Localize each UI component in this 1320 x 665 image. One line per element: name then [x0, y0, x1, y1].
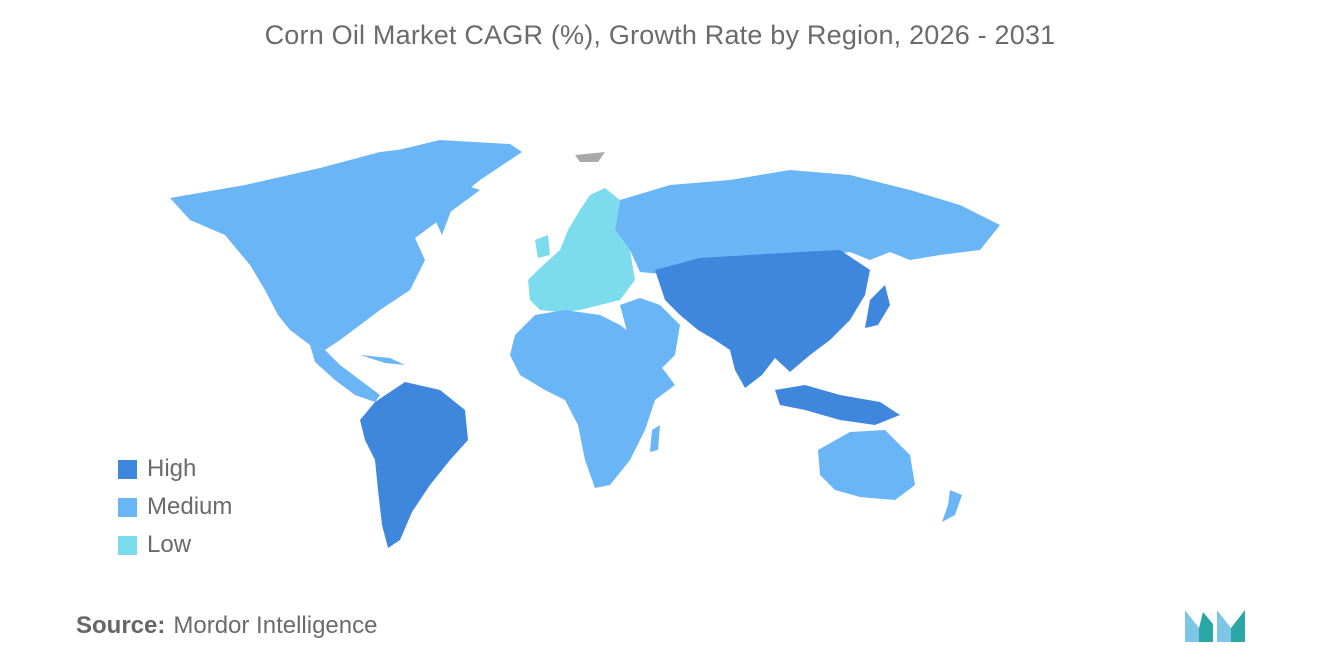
region-north-america — [170, 145, 480, 350]
legend-swatch-high — [118, 459, 137, 479]
region-australia — [818, 430, 915, 500]
region-southeast-asia — [775, 385, 900, 425]
region-asia — [655, 250, 870, 388]
source-label: Source: — [76, 612, 166, 639]
region-russia — [615, 170, 1000, 275]
world-map — [170, 140, 1000, 548]
legend-label-medium: Medium — [147, 493, 233, 520]
region-middle-east — [620, 298, 680, 370]
legend-item-medium: Medium — [118, 488, 232, 526]
source-value: Mordor Intelligence — [173, 612, 378, 639]
legend-swatch-low — [118, 535, 137, 555]
legend-item-low: Low — [118, 526, 232, 564]
legend-label-high: High — [147, 455, 197, 482]
region-madagascar — [650, 425, 660, 452]
legend: High Medium Low — [118, 450, 232, 564]
region-europe — [528, 188, 635, 312]
legend-item-high: High — [118, 450, 232, 488]
region-japan — [865, 285, 890, 328]
mordor-logo-icon — [1185, 610, 1245, 642]
chart-title: Corn Oil Market CAGR (%), Growth Rate by… — [264, 20, 1056, 50]
region-uk — [535, 235, 550, 258]
region-svalbard — [575, 152, 605, 162]
region-greenland — [390, 140, 522, 235]
region-central-america — [310, 345, 380, 402]
region-new-zealand — [942, 490, 962, 522]
region-south-america — [360, 382, 468, 548]
source-line: Source: Mordor Intelligence — [76, 612, 377, 640]
legend-label-low: Low — [147, 531, 192, 558]
region-africa — [510, 310, 675, 488]
region-caribbean — [360, 355, 405, 365]
legend-swatch-medium — [118, 497, 137, 517]
